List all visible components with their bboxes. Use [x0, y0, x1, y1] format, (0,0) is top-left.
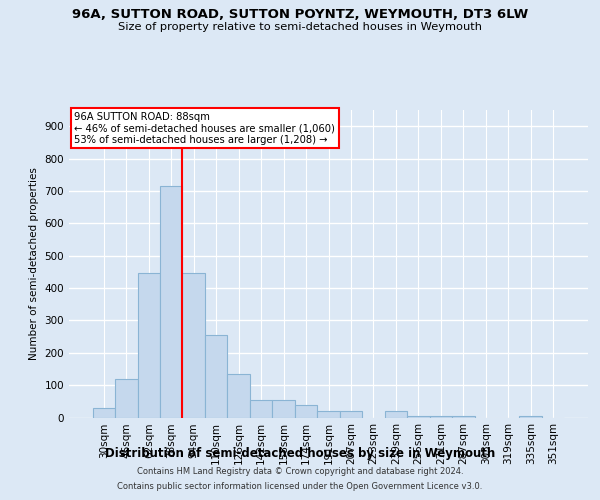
Text: 96A SUTTON ROAD: 88sqm
← 46% of semi-detached houses are smaller (1,060)
53% of : 96A SUTTON ROAD: 88sqm ← 46% of semi-det…: [74, 112, 335, 144]
Text: Size of property relative to semi-detached houses in Weymouth: Size of property relative to semi-detach…: [118, 22, 482, 32]
Bar: [520, 416, 542, 418]
Bar: [115, 378, 137, 418]
Y-axis label: Number of semi-detached properties: Number of semi-detached properties: [29, 168, 39, 360]
Bar: [317, 411, 340, 418]
Bar: [385, 411, 407, 418]
Bar: [227, 374, 250, 418]
Bar: [182, 274, 205, 418]
Bar: [137, 274, 160, 418]
Bar: [407, 416, 430, 418]
Bar: [430, 416, 452, 418]
Bar: [92, 408, 115, 418]
Text: 96A, SUTTON ROAD, SUTTON POYNTZ, WEYMOUTH, DT3 6LW: 96A, SUTTON ROAD, SUTTON POYNTZ, WEYMOUT…: [72, 8, 528, 20]
Bar: [160, 186, 182, 418]
Bar: [452, 416, 475, 418]
Bar: [250, 400, 272, 417]
Bar: [295, 404, 317, 417]
Bar: [340, 411, 362, 418]
Text: Distribution of semi-detached houses by size in Weymouth: Distribution of semi-detached houses by …: [105, 448, 495, 460]
Text: Contains public sector information licensed under the Open Government Licence v3: Contains public sector information licen…: [118, 482, 482, 491]
Bar: [205, 335, 227, 417]
Bar: [272, 400, 295, 417]
Text: Contains HM Land Registry data © Crown copyright and database right 2024.: Contains HM Land Registry data © Crown c…: [137, 467, 463, 476]
